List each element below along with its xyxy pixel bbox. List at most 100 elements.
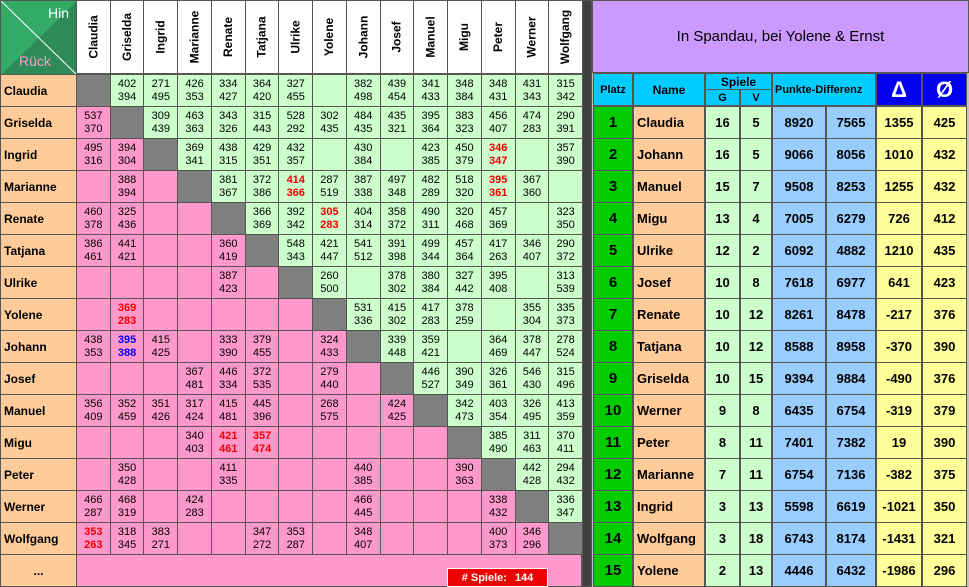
score-cell	[177, 234, 212, 267]
score-top: 366	[252, 205, 272, 218]
points-against: 7136	[826, 458, 876, 491]
player-name: Josef	[633, 266, 705, 299]
score-cell: 497 348	[379, 170, 415, 203]
score-bottom: 349	[455, 378, 474, 391]
games-count: 144	[514, 571, 534, 584]
games-lost: 2	[740, 234, 772, 267]
score-bottom: 447	[320, 250, 339, 263]
score-bottom: 407	[522, 250, 542, 263]
score-cell: 336 347	[548, 490, 583, 523]
score-top: 537	[84, 109, 103, 122]
score-cell	[143, 234, 179, 267]
points-for: 7401	[772, 426, 826, 459]
score-cell	[514, 490, 550, 523]
score-cell: 463 363	[177, 106, 212, 139]
column-header: Griselda	[109, 0, 145, 74]
score-bottom: 468	[455, 218, 474, 231]
score-top: 315	[252, 109, 272, 122]
score-cell: 413 359	[548, 394, 583, 427]
score-cell	[177, 170, 212, 203]
score-top: 346	[522, 237, 542, 250]
score-cell	[312, 74, 347, 107]
score-top: 335	[556, 301, 575, 314]
score-bottom: 315	[219, 154, 238, 167]
row-name: Griselda	[0, 106, 77, 139]
score-cell: 411 335	[210, 458, 246, 491]
score-top: 346	[488, 141, 508, 154]
score-cell: 379 455	[244, 330, 280, 363]
score-cell: 340 403	[177, 426, 212, 459]
score-cell: 268 575	[312, 394, 347, 427]
score-top: 309	[151, 109, 170, 122]
score-cell: 309 439	[143, 106, 179, 139]
score-cell	[548, 170, 583, 203]
score-top: 279	[320, 365, 339, 378]
points-for: 7005	[772, 202, 826, 235]
score-cell: 326 361	[480, 362, 516, 395]
score-cell: 370 411	[548, 426, 583, 459]
column-name: Werner	[524, 16, 539, 58]
score-top: 380	[421, 269, 440, 282]
score-bottom: 407	[488, 122, 508, 135]
score-top: 348	[455, 77, 474, 90]
score-cell: 403 354	[480, 394, 516, 427]
score-top: 445	[252, 397, 272, 410]
games-won: 10	[705, 298, 740, 331]
score-cell	[76, 458, 111, 491]
row-name: Claudia	[0, 74, 77, 107]
score-cell: 343 326	[210, 106, 246, 139]
score-cell: 537 370	[76, 106, 111, 139]
score-top: 271	[151, 77, 170, 90]
score-cell	[379, 490, 415, 523]
points-for: 8261	[772, 298, 826, 331]
score-bottom: 481	[219, 410, 238, 423]
score-cell: 457 364	[447, 234, 482, 267]
score-bottom: 443	[252, 122, 272, 135]
score-cell: 426 353	[177, 74, 212, 107]
column-name: Wolfgang	[558, 9, 573, 65]
score-bottom: 321	[387, 122, 407, 135]
score-bottom: 385	[354, 474, 373, 487]
score-bottom: 283	[421, 314, 440, 327]
score-bottom: 427	[219, 90, 238, 103]
score-cell	[447, 426, 482, 459]
score-cell: 326 495	[514, 394, 550, 427]
rank: 8	[593, 330, 633, 363]
games-won: 12	[705, 234, 740, 267]
score-top: 417	[488, 237, 508, 250]
score-cell: 348 384	[447, 74, 482, 107]
score-cell: 372 535	[244, 362, 280, 395]
rank: 13	[593, 490, 633, 523]
games-lost: 18	[740, 522, 772, 555]
score-bottom: 432	[488, 506, 508, 519]
rank: 4	[593, 202, 633, 235]
score-bottom: 366	[286, 186, 305, 199]
score-bottom: 357	[286, 154, 305, 167]
row-name: Ingrid	[0, 138, 77, 171]
score-bottom: 433	[421, 90, 440, 103]
average: 379	[922, 394, 967, 427]
point-difference: 641	[876, 266, 922, 299]
score-top: 382	[354, 77, 373, 90]
score-top: 372	[252, 173, 272, 186]
score-cell: 367 360	[514, 170, 550, 203]
score-bottom: 343	[286, 250, 305, 263]
score-bottom: 363	[455, 474, 474, 487]
score-cell: 390 349	[447, 362, 482, 395]
score-cell: 385 490	[480, 426, 516, 459]
score-top: 531	[354, 301, 373, 314]
score-top: 290	[556, 109, 575, 122]
score-cell: 424 425	[379, 394, 415, 427]
score-cell	[278, 362, 314, 395]
point-difference: -1021	[876, 490, 922, 523]
score-bottom: 455	[286, 90, 305, 103]
score-top: 442	[522, 461, 542, 474]
score-cell: 466 445	[345, 490, 381, 523]
score-top: 323	[556, 205, 575, 218]
score-cell: 446 334	[210, 362, 246, 395]
score-top: 318	[117, 525, 137, 538]
score-bottom: 345	[117, 538, 137, 551]
points-against: 6432	[826, 554, 876, 587]
header-punkte-differenz: Punkte-Differenz	[772, 73, 876, 106]
player-name: Peter	[633, 426, 705, 459]
